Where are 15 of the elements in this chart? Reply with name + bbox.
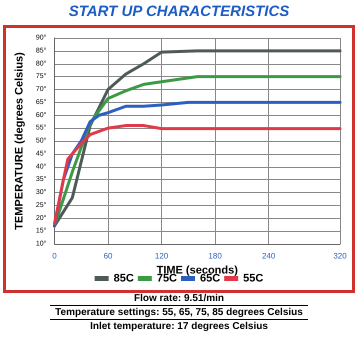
line-series bbox=[52, 124, 342, 225]
y-axis-title: TEMPERATURE (degrees Celsius) bbox=[14, 52, 26, 230]
x-tick-label: 0 bbox=[52, 252, 58, 260]
legend-label: 65C bbox=[200, 272, 220, 284]
x-tick-label: 120 bbox=[154, 252, 169, 260]
x-tick-label: 180 bbox=[208, 252, 222, 260]
text: Temperature settings: 55, 65, 75, 85 degrees Celsius bbox=[50, 305, 308, 319]
text: Inlet temperature: 17 degrees Celsius bbox=[50, 319, 308, 333]
x-tick-label: 320 bbox=[333, 252, 348, 260]
text: Flow rate: 9.51/min bbox=[132, 292, 226, 305]
legend-label: 85C bbox=[114, 272, 134, 284]
x-tick-label: 60 bbox=[104, 252, 114, 260]
chart-title: START UP CHARACTERISTICS bbox=[68, 2, 290, 22]
legend-label: 55C bbox=[243, 272, 264, 284]
x-tick-label: 240 bbox=[262, 252, 276, 260]
